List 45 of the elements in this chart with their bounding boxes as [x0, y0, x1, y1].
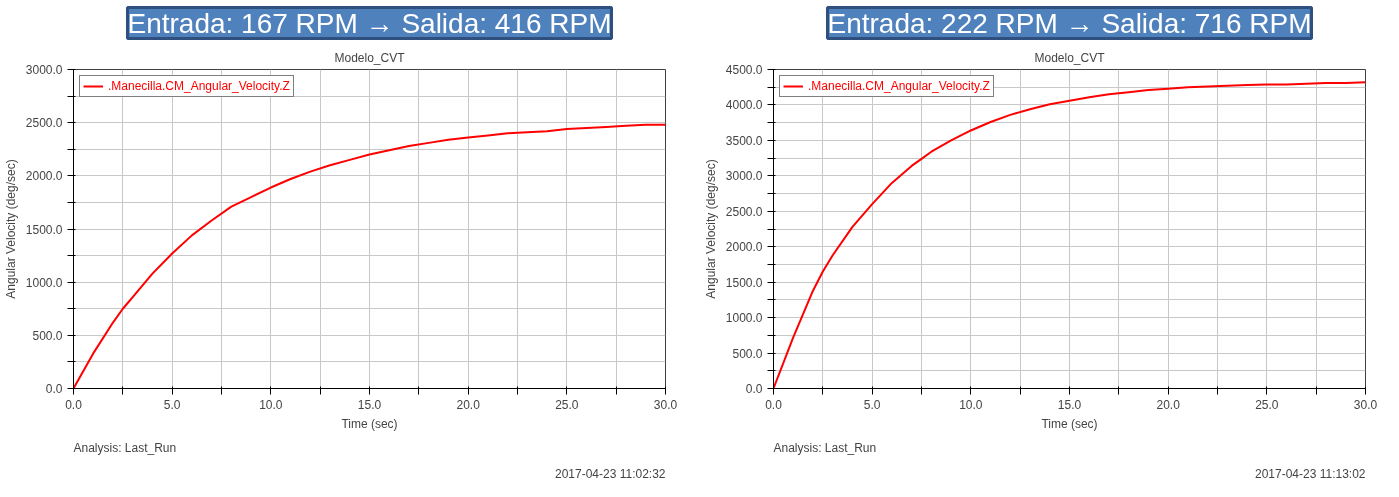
- chart-subtitle: Modelo_CVT: [334, 50, 406, 65]
- x-axis-title: Time (sec): [1041, 416, 1098, 431]
- y-tick-label: 500.0: [732, 346, 763, 361]
- y-tick-label: 2500.0: [25, 116, 63, 131]
- legend-label: .Manecilla.CM_Angular_Velocity.Z: [808, 79, 990, 93]
- x-tick-label: 20.0: [456, 397, 481, 412]
- y-tick-label: 3500.0: [725, 133, 763, 148]
- x-tick-label: 10.0: [959, 397, 983, 412]
- y-tick-label: 4000.0: [725, 98, 763, 113]
- x-tick-label: 5.0: [163, 397, 181, 412]
- text: Analysis: Last_Run: [773, 440, 877, 455]
- y-axis-title: Angular Velocity (deg/sec): [3, 159, 18, 299]
- text: Analysis: Last_Run: [73, 440, 177, 455]
- text: 2017-04-23 11:02:32: [554, 466, 666, 481]
- y-axis-title: Angular Velocity (deg/sec): [703, 159, 718, 299]
- y-tick-label: 500.0: [32, 328, 63, 343]
- x-tick-label: 25.0: [1255, 397, 1279, 412]
- x-tick-label: 25.0: [555, 397, 579, 412]
- y-tick-label: 1500.0: [725, 275, 763, 290]
- y-tick-label: 1000.0: [25, 275, 63, 290]
- y-tick-label: 3000.0: [725, 169, 763, 184]
- x-tick-label: 5.0: [863, 397, 881, 412]
- y-tick-label: 2000.0: [725, 240, 763, 255]
- x-tick-label: 0.0: [765, 397, 783, 412]
- y-tick-label: 2500.0: [725, 204, 763, 219]
- x-tick-label: 30.0: [1353, 397, 1378, 412]
- legend-label: .Manecilla.CM_Angular_Velocity.Z: [108, 79, 290, 93]
- y-tick-label: 1500.0: [25, 222, 63, 237]
- y-tick-label: 2000.0: [25, 169, 63, 184]
- x-tick-label: 10.0: [259, 397, 283, 412]
- x-tick-label: 30.0: [653, 397, 678, 412]
- chart-title: Entrada: 167 RPM → Salida: 416 RPM: [127, 7, 612, 39]
- chart-subtitle: Modelo_CVT: [1034, 50, 1106, 65]
- x-tick-label: 15.0: [357, 397, 382, 412]
- y-tick-label: 3000.0: [25, 63, 63, 77]
- x-tick-label: 20.0: [1156, 397, 1181, 412]
- y-tick-label: 1000.0: [725, 311, 763, 326]
- text: 2017-04-23 11:13:02: [1254, 466, 1366, 481]
- y-tick-label: 0.0: [45, 382, 63, 396]
- y-tick-label: 0.0: [745, 382, 763, 396]
- x-axis-title: Time (sec): [341, 416, 398, 431]
- x-tick-label: 15.0: [1057, 397, 1082, 412]
- x-tick-label: 0.0: [65, 397, 83, 412]
- chart-title: Entrada: 222 RPM → Salida: 716 RPM: [827, 7, 1312, 39]
- y-tick-label: 4500.0: [725, 63, 763, 77]
